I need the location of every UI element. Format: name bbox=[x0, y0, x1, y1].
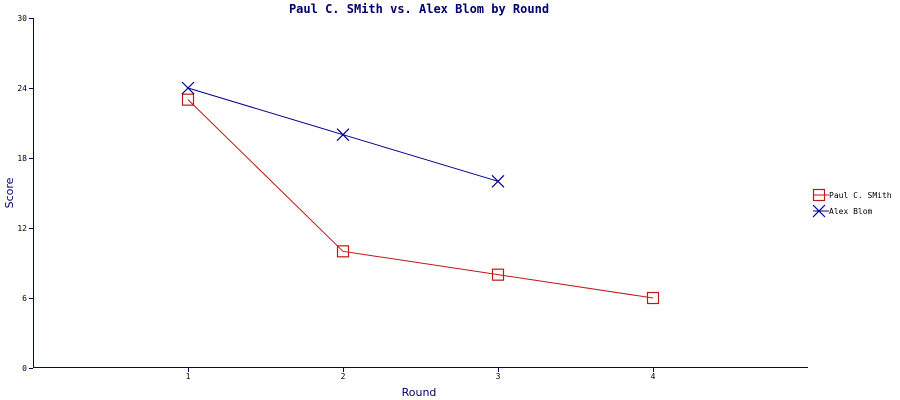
series-2 bbox=[181, 81, 505, 188]
x-tick-label: 3 bbox=[496, 372, 501, 381]
data-point bbox=[491, 268, 505, 281]
legend-label: Paul C. SMith bbox=[829, 191, 892, 200]
data-point bbox=[491, 174, 505, 188]
series-1 bbox=[181, 93, 660, 305]
x-tick-group: 1 2 3 4 bbox=[186, 368, 656, 381]
legend-label: Alex Blom bbox=[829, 207, 873, 216]
y-tick-label: 30 bbox=[17, 14, 27, 23]
x-tick-label: 4 bbox=[651, 372, 656, 381]
y-axis-title: Score bbox=[3, 177, 16, 208]
data-point bbox=[336, 128, 350, 142]
legend-item: Alex Blom bbox=[812, 204, 873, 218]
x-tick-label: 2 bbox=[341, 372, 346, 381]
legend-item: Paul C. SMith bbox=[812, 188, 892, 202]
data-point bbox=[181, 93, 195, 106]
series-layer bbox=[181, 81, 660, 305]
y-tick-label: 12 bbox=[17, 224, 27, 233]
data-point bbox=[336, 245, 350, 258]
chart-title: Paul C. SMith vs. Alex Blom by Round bbox=[289, 2, 549, 16]
y-tick-label: 6 bbox=[22, 294, 27, 303]
series-line bbox=[187, 99, 654, 299]
legend-marker bbox=[812, 188, 826, 202]
x-axis-title: Round bbox=[402, 386, 437, 399]
legend: Paul C. SMith Alex Blom bbox=[812, 188, 892, 218]
y-tick-group: 0 6 12 18 24 30 bbox=[17, 14, 33, 373]
y-tick-label: 24 bbox=[17, 84, 27, 93]
x-tick-label: 1 bbox=[186, 372, 191, 381]
legend-marker bbox=[812, 204, 826, 218]
data-point bbox=[646, 291, 660, 305]
y-tick-label: 0 bbox=[22, 364, 27, 373]
data-point bbox=[181, 81, 195, 95]
y-tick-label: 18 bbox=[17, 154, 27, 163]
